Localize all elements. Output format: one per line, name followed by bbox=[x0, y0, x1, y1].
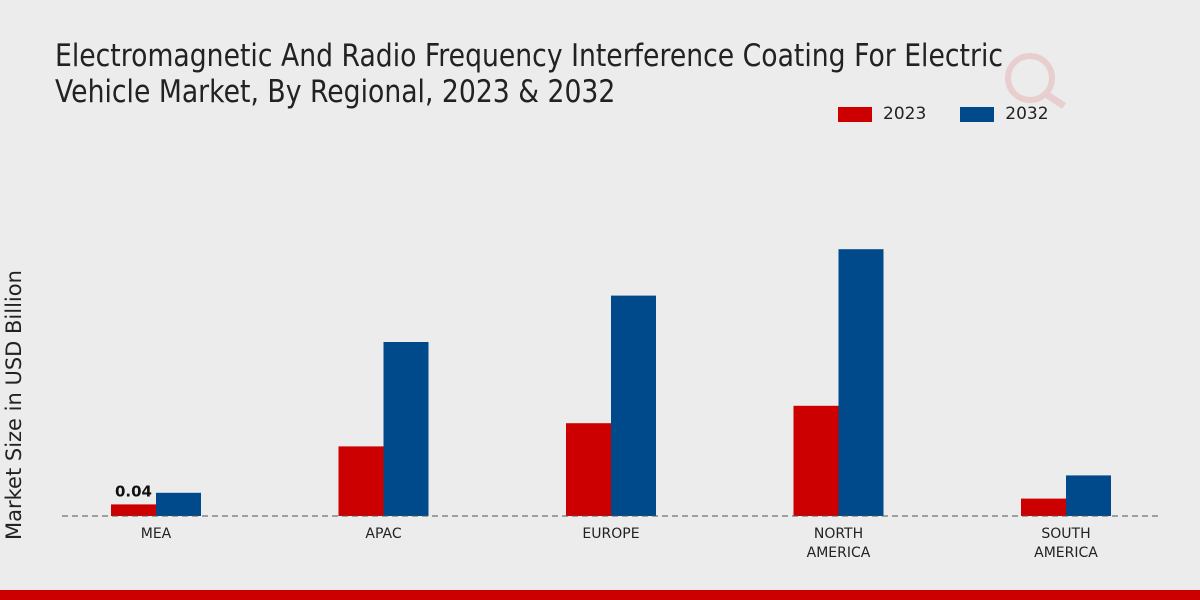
bar-2032-mea bbox=[156, 492, 201, 516]
legend-label-2023: 2023 bbox=[883, 104, 927, 124]
bar-2023-south-america bbox=[1021, 498, 1066, 516]
chart-title-line-1: Electromagnetic And Radio Frequency Inte… bbox=[55, 38, 1004, 74]
data-label-2023-0: 0.04 bbox=[115, 482, 152, 500]
x-tick-label-apac: APAC bbox=[365, 526, 401, 542]
legend-item-2023: 2023 bbox=[838, 104, 926, 124]
x-tick-label-north-america: NORTH AMERICA bbox=[807, 526, 871, 561]
chart-title: Electromagnetic And Radio Frequency Inte… bbox=[55, 38, 1004, 110]
chart-title-line-2: Vehicle Market, By Regional, 2023 & 2032 bbox=[55, 74, 616, 110]
bar-2032-apac bbox=[383, 342, 429, 516]
legend-label-2032: 2032 bbox=[1005, 104, 1049, 124]
bar-2023-europe bbox=[566, 423, 611, 516]
bar-2023-mea bbox=[111, 504, 156, 516]
x-tick-label-mea: MEA bbox=[141, 526, 172, 542]
bar-2023-apac bbox=[338, 446, 384, 516]
legend-item-2032: 2032 bbox=[960, 104, 1049, 124]
x-tick-label-south-america: SOUTH AMERICA bbox=[1034, 526, 1098, 561]
legend-swatch-2023 bbox=[838, 106, 872, 122]
bar-2032-south-america bbox=[1066, 475, 1111, 516]
x-tick-label-europe: EUROPE bbox=[582, 526, 639, 542]
bottom-accent-bar bbox=[0, 590, 1200, 600]
bar-2023-north-america bbox=[793, 405, 839, 516]
bar-2032-europe bbox=[611, 295, 656, 516]
chart-legend: 2023 2032 bbox=[838, 104, 1083, 124]
bar-2032-north-america bbox=[838, 249, 884, 516]
watermark-logo bbox=[1005, 53, 1066, 108]
legend-swatch-2032 bbox=[960, 106, 995, 122]
